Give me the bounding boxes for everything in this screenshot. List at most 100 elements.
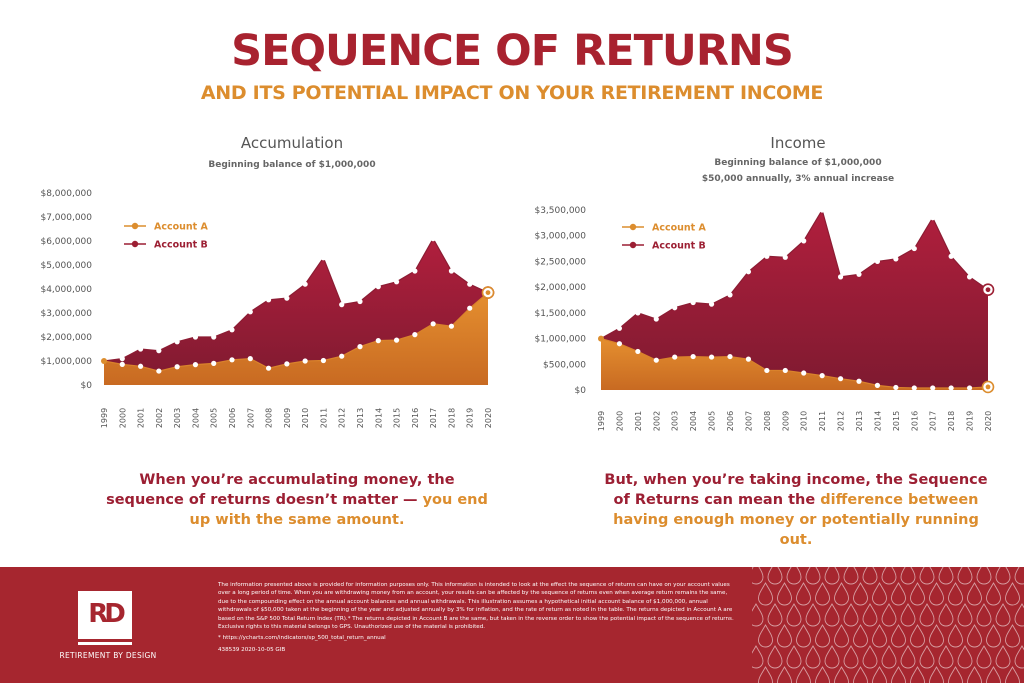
account-b-point [467,281,473,287]
account-b-point [174,339,180,345]
x-tick-label: 2016 [910,411,919,431]
y-tick-label: $1,000,000 [534,335,586,345]
y-tick-label: $5,000,000 [40,261,92,271]
account-a-point [357,344,363,350]
x-tick-label: 2006 [228,408,237,428]
account-a-point [893,384,899,391]
page-title: SEQUENCE OF RETURNS [231,26,794,76]
start-point [101,358,107,364]
logo: RD [78,591,132,639]
account-a-point [948,385,954,391]
logo-mark: RD [88,599,126,629]
income-subtitle-line1: Beginning balance of $1,000,000 [714,158,882,168]
account-a-point [782,367,788,374]
disclaimer-code: 438539 2020-10-05 GIB [218,646,286,653]
account-b-point [448,268,455,274]
account-a-point [930,385,936,391]
account-b-point [412,268,418,274]
x-tick-label: 2019 [466,408,475,428]
x-tick-label: 2014 [374,408,383,428]
legend-label: Account B [154,240,208,251]
account-a-point [339,353,345,359]
account-a-end-dot [485,290,491,295]
account-b-point [156,348,162,354]
x-tick-label: 2004 [689,411,698,431]
x-tick-label: 2013 [855,411,864,431]
x-tick-label: 2003 [173,408,182,428]
accumulation-caption: When you’re accumulating money, the sequ… [104,470,490,530]
account-b-point [635,310,641,316]
x-tick-label: 2011 [818,411,827,431]
account-b-point [320,255,327,261]
x-tick-label: 2020 [984,411,993,431]
legend-swatch-dot [131,240,139,248]
y-tick-label: $2,000,000 [40,333,92,343]
legend-swatch-dot [131,222,139,230]
account-b-point [339,302,345,308]
account-a-line [103,292,489,372]
account-a-point [284,361,290,367]
x-tick-label: 2002 [155,408,164,428]
account-b-point [211,334,217,340]
disclaimer: The information presented above is provi… [218,581,738,657]
x-tick-label: 2003 [671,411,680,431]
account-b-point [966,274,973,280]
account-b-area [601,210,988,390]
x-tick-label: 2005 [210,408,219,428]
account-b-point [764,253,770,259]
account-a-point [467,305,473,311]
account-a-point [911,385,917,391]
accumulation-caption-part2: you end up with the same amount. [189,492,488,528]
x-tick-label: 2007 [744,411,753,431]
start-point [598,335,604,342]
account-a-point [448,323,455,329]
page-subtitle: AND ITS POTENTIAL IMPACT ON YOUR RETIREM… [200,82,824,104]
x-tick-label: 2006 [726,411,735,431]
accumulation-title: Accumulation [240,134,344,152]
x-tick-label: 1999 [597,411,606,431]
legend-label: Account A [154,222,209,233]
x-tick-label: 2020 [484,408,493,428]
account-b-point [819,207,825,213]
account-b-point [708,301,715,307]
y-tick-label: $7,000,000 [40,213,92,223]
account-b-line [600,208,989,340]
account-b-point [653,316,659,322]
y-tick-label: $2,000,000 [534,283,586,293]
account-a-point [966,385,973,391]
account-a-point [801,370,807,376]
x-tick-label: 2013 [356,408,365,428]
x-tick-label: 2001 [634,411,643,431]
account-a-point [856,378,862,384]
account-b-point [893,256,899,262]
x-tick-label: 2002 [652,411,661,431]
account-b-point [672,305,678,311]
accumulation-chart: $0 $1,000,000 $2,000,000 $3,000,000 $4,000,0… [40,189,495,428]
account-b-point [911,245,917,252]
x-tick-label: 2007 [246,408,255,428]
legend-label: Account B [652,241,706,252]
x-tick-label: 2008 [265,408,274,428]
y-tick-label: $1,000,000 [40,357,92,367]
x-tick-label: 2004 [191,408,200,428]
x-tick-label: 2015 [393,408,402,428]
x-tick-label: 2010 [301,408,310,428]
account-a-point [192,362,199,368]
account-b-point [874,258,881,265]
x-tick-label: 2018 [947,411,956,431]
account-b-point [229,327,235,333]
account-a-point [320,357,327,364]
income-chart: $0 $500,000 $1,000,000 $1,500,000 $2,000,000… [534,206,995,431]
account-a-point [837,376,844,382]
y-tick-label: $0 [575,386,587,396]
y-tick-label: $3,500,000 [534,206,586,216]
account-b-point [801,238,807,244]
account-b-point [727,292,733,298]
account-a-point [412,332,418,338]
y-tick-label: $0 [81,381,93,391]
account-b-line [103,237,489,362]
account-a-area [601,338,988,390]
account-a-point [430,321,436,327]
y-tick-label: $2,500,000 [534,257,586,267]
